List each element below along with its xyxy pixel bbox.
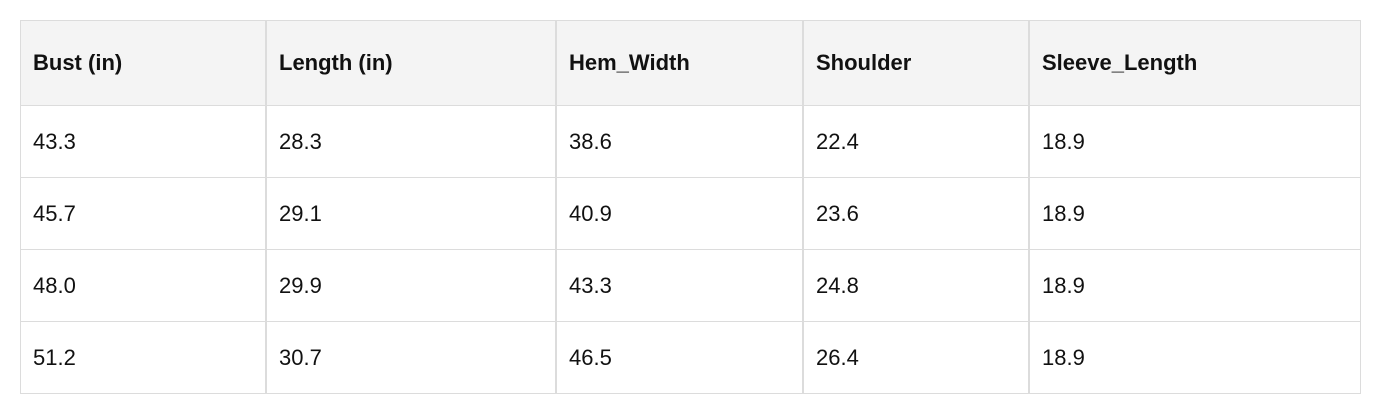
cell-length: 29.1 [266,178,556,250]
header-bust: Bust (in) [20,20,266,106]
cell-shoulder: 26.4 [803,322,1029,394]
cell-hem-width: 43.3 [556,250,803,322]
cell-bust: 43.3 [20,106,266,178]
cell-length: 29.9 [266,250,556,322]
table-row: 48.0 29.9 43.3 24.8 18.9 [20,250,1361,322]
header-hem-width: Hem_Width [556,20,803,106]
header-row: Bust (in) Length (in) Hem_Width Shoulder… [20,20,1361,106]
cell-sleeve-length: 18.9 [1029,178,1361,250]
cell-hem-width: 40.9 [556,178,803,250]
cell-hem-width: 38.6 [556,106,803,178]
table-row: 43.3 28.3 38.6 22.4 18.9 [20,106,1361,178]
size-chart-table: Bust (in) Length (in) Hem_Width Shoulder… [20,20,1361,394]
cell-hem-width: 46.5 [556,322,803,394]
cell-sleeve-length: 18.9 [1029,106,1361,178]
cell-length: 28.3 [266,106,556,178]
header-shoulder: Shoulder [803,20,1029,106]
cell-sleeve-length: 18.9 [1029,250,1361,322]
header-sleeve-length: Sleeve_Length [1029,20,1361,106]
cell-shoulder: 22.4 [803,106,1029,178]
cell-bust: 48.0 [20,250,266,322]
table-row: 51.2 30.7 46.5 26.4 18.9 [20,322,1361,394]
cell-shoulder: 23.6 [803,178,1029,250]
header-length: Length (in) [266,20,556,106]
table-row: 45.7 29.1 40.9 23.6 18.9 [20,178,1361,250]
cell-shoulder: 24.8 [803,250,1029,322]
cell-bust: 51.2 [20,322,266,394]
cell-bust: 45.7 [20,178,266,250]
cell-sleeve-length: 18.9 [1029,322,1361,394]
cell-length: 30.7 [266,322,556,394]
